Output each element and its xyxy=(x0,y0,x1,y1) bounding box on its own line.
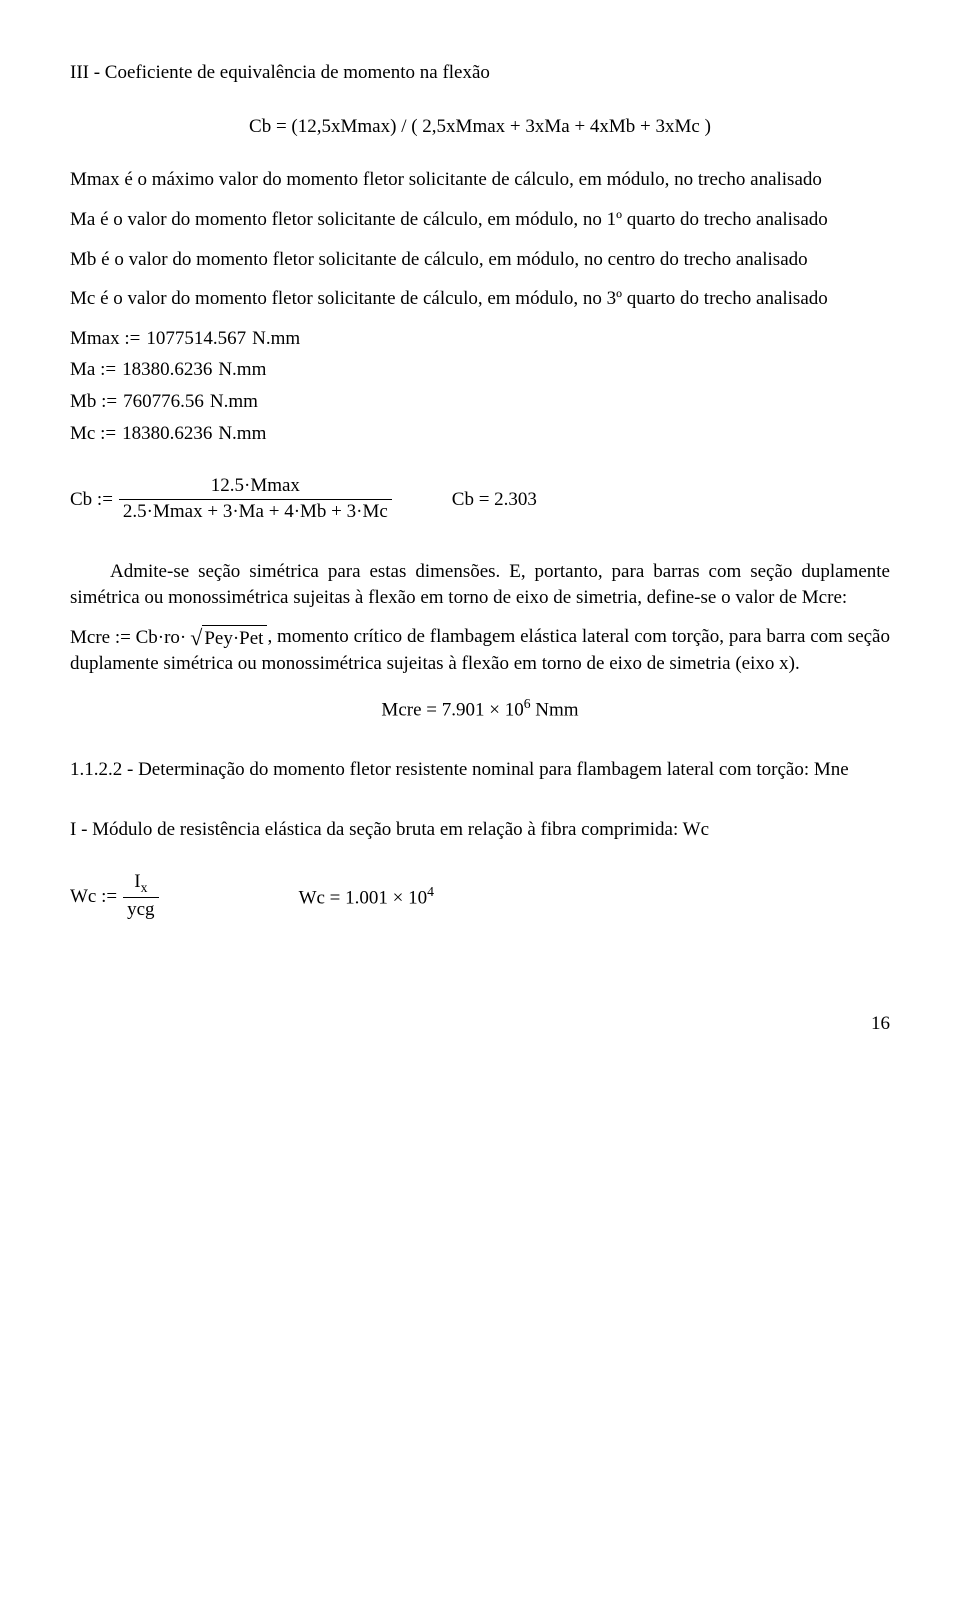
mmax-lhs: Mmax := xyxy=(70,326,140,352)
wc-num-sub: x xyxy=(141,880,148,895)
wc-fraction: Ix ycg xyxy=(123,872,158,921)
cb-result: Cb = 2.303 xyxy=(452,487,537,513)
admite-paragraph: Admite-se seção simétrica para estas dim… xyxy=(70,559,890,610)
mmax-value: 1077514.567 xyxy=(146,326,246,352)
mc-description: Mc é o valor do momento fletor solicitan… xyxy=(70,286,890,312)
wc-denominator: ycg xyxy=(123,900,158,921)
wc-result: Wc = 1.001 × 104 xyxy=(299,883,434,911)
wc-result-exponent: 4 xyxy=(427,884,434,899)
mc-lhs: Mc := xyxy=(70,421,116,447)
section-1122: 1.1.2.2 - Determinação do momento fletor… xyxy=(70,757,890,783)
cb-definition-formula: Cb = (12,5xMmax) / ( 2,5xMmax + 3xMa + 4… xyxy=(70,114,890,140)
mmax-unit: N.mm xyxy=(252,326,300,352)
wc-result-prefix: Wc = 1.001 × 10 xyxy=(299,887,428,908)
ma-value: 18380.6236 xyxy=(122,357,212,383)
ma-lhs: Ma := xyxy=(70,357,116,383)
cb-lhs: Cb := xyxy=(70,487,113,513)
ma-description: Ma é o valor do momento fletor solicitan… xyxy=(70,207,890,233)
mmax-assignment: Mmax := 1077514.567 N.mm xyxy=(70,326,890,352)
mc-unit: N.mm xyxy=(218,421,266,447)
ma-unit: N.mm xyxy=(218,357,266,383)
mc-assignment: Mc := 18380.6236 N.mm xyxy=(70,421,890,447)
modulo-heading: I - Módulo de resistência elástica da se… xyxy=(70,817,890,843)
mb-unit: N.mm xyxy=(210,389,258,415)
cb-calculation: Cb := 12.5·Mmax 2.5·Mmax + 3·Ma + 4·Mb +… xyxy=(70,476,890,523)
mcre-lhs: Mcre := Cb·ro· xyxy=(70,625,186,651)
mcre-result-unit: Nmm xyxy=(531,699,579,720)
mb-assignment: Mb := 760776.56 N.mm xyxy=(70,389,890,415)
mcre-sqrt: √ Pey·Pet xyxy=(190,625,267,652)
mcre-radicand: Pey·Pet xyxy=(202,625,267,652)
cb-numerator: 12.5·Mmax xyxy=(207,476,304,497)
section-title: III - Coeficiente de equivalência de mom… xyxy=(70,60,890,86)
mcre-result-prefix: Mcre = 7.901 × 10 xyxy=(381,699,523,720)
wc-numerator: Ix xyxy=(130,872,151,895)
mb-description: Mb é o valor do momento fletor solicitan… xyxy=(70,247,890,273)
wc-calculation: Wc := Ix ycg Wc = 1.001 × 104 xyxy=(70,872,890,921)
mcre-result-exponent: 6 xyxy=(524,696,531,711)
sqrt-icon: √ xyxy=(190,627,202,654)
mc-value: 18380.6236 xyxy=(122,421,212,447)
cb-fraction: 12.5·Mmax 2.5·Mmax + 3·Ma + 4·Mb + 3·Mc xyxy=(119,476,392,523)
wc-lhs: Wc := xyxy=(70,884,117,910)
mb-lhs: Mb := xyxy=(70,389,117,415)
mmax-description: Mmax é o máximo valor do momento fletor … xyxy=(70,167,890,193)
mcre-definition: Mcre := Cb·ro· √ Pey·Pet , momento críti… xyxy=(70,624,890,677)
cb-denominator: 2.5·Mmax + 3·Ma + 4·Mb + 3·Mc xyxy=(119,502,392,523)
mb-value: 760776.56 xyxy=(123,389,204,415)
page-number: 16 xyxy=(70,1011,890,1037)
mcre-result: Mcre = 7.901 × 106 Nmm xyxy=(70,695,890,723)
ma-assignment: Ma := 18380.6236 N.mm xyxy=(70,357,890,383)
